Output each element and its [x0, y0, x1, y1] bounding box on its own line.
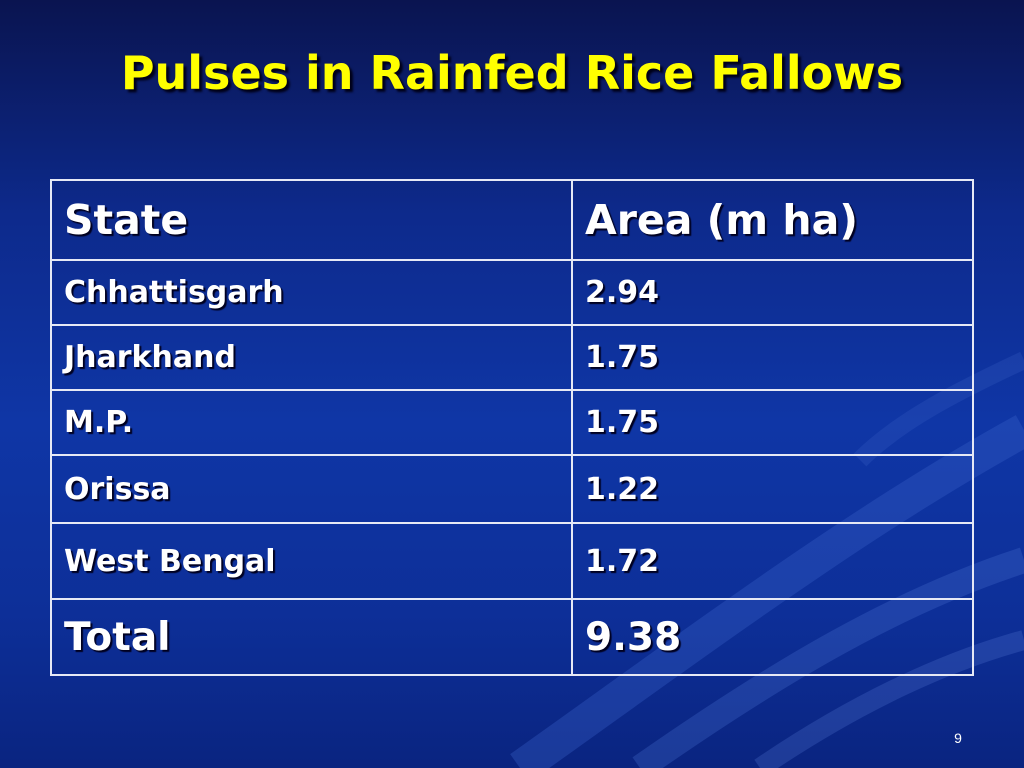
total-label: Total	[50, 598, 573, 676]
slide-title: Pulses in Rainfed Rice Fallows	[120, 46, 904, 100]
state-cell: Jharkhand	[50, 324, 573, 391]
state-cell: Orissa	[50, 454, 573, 524]
table-total-row: Total 9.38	[50, 598, 975, 676]
page-number: 9	[954, 730, 962, 746]
area-cell: 1.72	[570, 522, 975, 600]
area-cell: 1.75	[570, 389, 975, 456]
total-value: 9.38	[570, 598, 975, 676]
table-row: Orissa 1.22	[50, 454, 975, 524]
area-cell: 1.22	[570, 454, 975, 524]
table-row: West Bengal 1.72	[50, 522, 975, 600]
area-cell: 2.94	[570, 259, 975, 326]
state-cell: Chhattisgarh	[50, 259, 573, 326]
header-state: State	[50, 179, 573, 261]
table-row: Chhattisgarh 2.94	[50, 259, 975, 326]
state-cell: M.P.	[50, 389, 573, 456]
header-area: Area (m ha)	[570, 179, 975, 261]
table-row: M.P. 1.75	[50, 389, 975, 456]
table-row: Jharkhand 1.75	[50, 324, 975, 391]
state-area-table: State Area (m ha) Chhattisgarh 2.94 Jhar…	[50, 179, 975, 676]
table-header-row: State Area (m ha)	[50, 179, 975, 261]
state-cell: West Bengal	[50, 522, 573, 600]
area-cell: 1.75	[570, 324, 975, 391]
